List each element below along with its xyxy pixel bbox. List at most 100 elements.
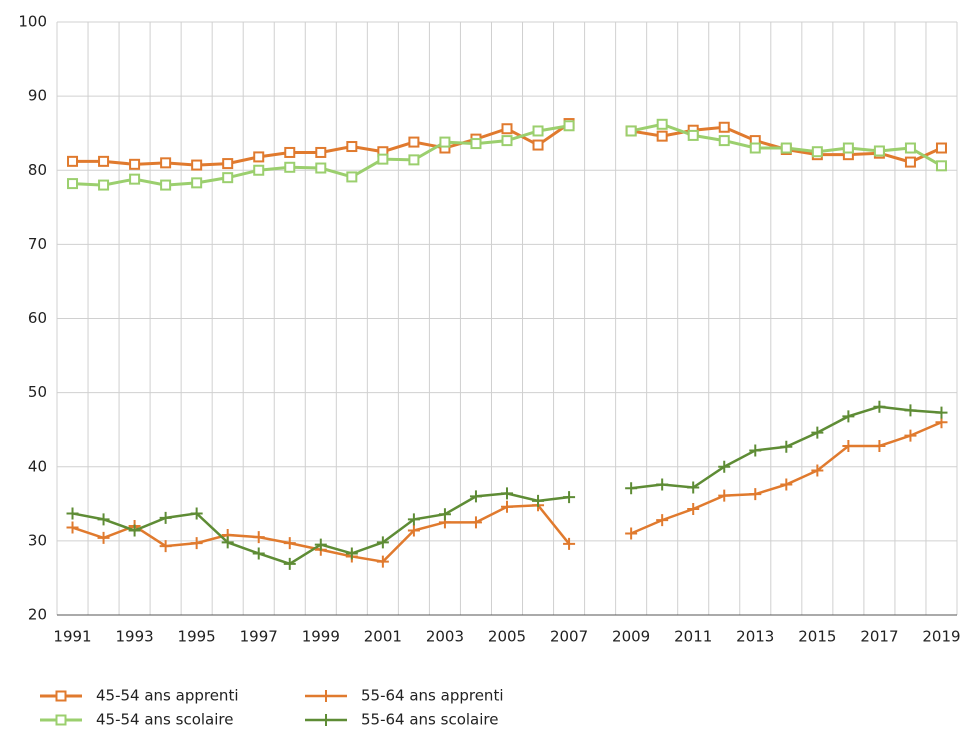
marker xyxy=(315,146,327,158)
marker xyxy=(935,142,947,154)
x-tick-label: 1995 xyxy=(178,628,216,646)
marker xyxy=(904,142,916,154)
x-tick-label: 1993 xyxy=(115,628,153,646)
marker xyxy=(718,460,731,473)
marker xyxy=(935,406,948,419)
marker xyxy=(656,118,668,130)
marker xyxy=(320,714,332,726)
marker xyxy=(408,154,420,166)
x-tick-label: 2017 xyxy=(860,628,898,646)
marker xyxy=(904,429,917,442)
marker xyxy=(469,516,482,529)
x-tick-label: 1997 xyxy=(240,628,278,646)
marker xyxy=(501,487,513,500)
marker xyxy=(811,426,824,439)
marker xyxy=(252,547,265,560)
marker xyxy=(501,135,513,147)
marker xyxy=(159,511,172,524)
marker xyxy=(66,507,79,520)
marker xyxy=(407,524,420,537)
marker xyxy=(67,178,79,190)
marker xyxy=(128,524,141,537)
marker xyxy=(842,410,855,423)
marker xyxy=(320,690,332,702)
marker xyxy=(191,159,203,171)
marker xyxy=(532,494,545,507)
marker xyxy=(190,537,203,550)
marker xyxy=(98,155,110,167)
y-tick-label: 30 xyxy=(28,531,47,549)
marker xyxy=(749,444,762,457)
marker xyxy=(687,503,700,516)
marker xyxy=(407,513,420,526)
marker xyxy=(98,179,110,191)
marker xyxy=(129,158,141,170)
marker xyxy=(129,173,141,185)
series-line xyxy=(72,122,570,167)
x-tick-label: 2011 xyxy=(674,628,712,646)
y-tick-label: 50 xyxy=(28,383,47,401)
marker xyxy=(780,142,792,154)
marker xyxy=(625,527,638,540)
y-tick-label: 40 xyxy=(28,457,47,475)
x-tick-label: 2015 xyxy=(798,628,836,646)
marker xyxy=(377,153,389,165)
marker xyxy=(284,146,296,158)
x-tick-label: 2013 xyxy=(736,628,774,646)
marker xyxy=(656,130,668,142)
marker xyxy=(160,179,172,191)
marker xyxy=(563,537,576,550)
marker xyxy=(625,482,638,495)
marker xyxy=(718,121,730,133)
marker xyxy=(780,440,793,453)
marker xyxy=(873,400,886,413)
legend-label: 55-64 ans apprenti xyxy=(361,687,504,705)
marker xyxy=(656,478,669,491)
marker xyxy=(625,125,637,137)
marker xyxy=(904,156,916,168)
marker xyxy=(439,136,451,148)
marker xyxy=(253,164,265,176)
marker xyxy=(222,158,234,170)
x-tick-label: 2009 xyxy=(612,628,650,646)
marker xyxy=(191,177,203,189)
x-tick-label: 2019 xyxy=(922,628,960,646)
marker xyxy=(283,557,296,570)
marker xyxy=(656,514,669,527)
x-tick-label: 1991 xyxy=(53,628,91,646)
marker xyxy=(252,531,265,544)
marker xyxy=(749,488,762,501)
marker xyxy=(346,141,358,153)
marker xyxy=(283,537,296,550)
legend-label: 45-54 ans scolaire xyxy=(96,711,233,729)
marker xyxy=(469,490,482,503)
x-tick-label: 1999 xyxy=(302,628,340,646)
marker xyxy=(66,521,79,534)
x-tick-label: 2005 xyxy=(488,628,526,646)
marker xyxy=(345,547,358,560)
marker xyxy=(97,531,110,544)
marker xyxy=(346,171,358,183)
marker xyxy=(904,404,917,417)
x-tick-label: 2007 xyxy=(550,628,588,646)
marker xyxy=(97,513,110,526)
y-tick-label: 100 xyxy=(18,13,47,31)
marker xyxy=(749,142,761,154)
marker xyxy=(687,481,700,494)
marker xyxy=(842,439,855,452)
marker xyxy=(501,123,513,135)
marker xyxy=(438,508,451,521)
marker xyxy=(376,536,389,549)
legend-label: 55-64 ans scolaire xyxy=(361,711,498,729)
marker xyxy=(873,439,886,452)
x-tick-label: 2003 xyxy=(426,628,464,646)
marker xyxy=(376,555,389,568)
marker xyxy=(160,157,172,169)
marker xyxy=(67,155,79,167)
marker xyxy=(55,690,67,702)
marker xyxy=(687,129,699,141)
y-tick-label: 80 xyxy=(28,161,47,179)
marker xyxy=(873,145,885,157)
marker xyxy=(811,464,824,477)
